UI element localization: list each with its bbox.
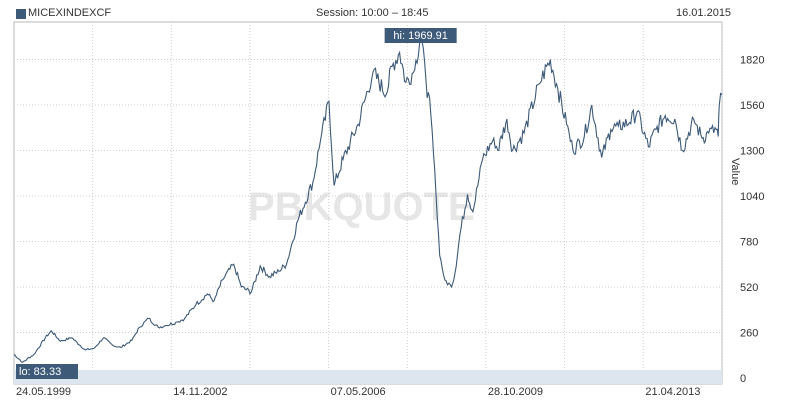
- lo-label-box: [16, 364, 78, 379]
- y-tick-label: 1560: [740, 100, 764, 112]
- y-tick-label: 520: [740, 282, 758, 294]
- y-tick-label: 260: [740, 328, 758, 340]
- hi-label-box: [384, 28, 457, 43]
- hi-label: hi: 1969.91: [393, 30, 447, 42]
- series-layer: [13, 33, 723, 363]
- y-tick-label: 780: [740, 237, 758, 249]
- y-tick-label: 1300: [740, 146, 764, 158]
- session-label: Session: 10:00 – 18:45: [316, 7, 429, 19]
- y-tick-label: 1820: [740, 55, 764, 67]
- axis-layer: 0 260 520 780 1040 1300 1560 1820 24.05.1999 14.1…: [14, 55, 764, 398]
- x-tick-label: 14.11.2002: [173, 386, 227, 398]
- lo-label: lo: 83.33: [19, 366, 61, 378]
- chart-header: MICEXINDEXCF Session: 10:00 – 18:45 16.0…: [0, 0, 800, 24]
- date-label: 16.01.2015: [676, 7, 732, 19]
- y-axis-title: Value: [729, 158, 741, 185]
- series-line-micexindexcf: [13, 33, 723, 363]
- x-tick-label: 24.05.1999: [16, 386, 71, 398]
- x-axis-band: [14, 370, 722, 384]
- legend-label: MICEXINDEXCF: [28, 7, 112, 19]
- x-tick-label: 07.05.2006: [331, 386, 386, 398]
- grid-lines: [14, 22, 723, 370]
- annotation-layer: hi: 1969.91 lo: 83.33: [16, 28, 457, 379]
- watermark-text: PBKQUOTE: [248, 185, 475, 229]
- x-tick-label: 21.04.2013: [645, 386, 700, 398]
- x-tick-label: 28.10.2009: [488, 386, 543, 398]
- legend-swatch: [16, 9, 26, 19]
- y-tick-label: 0: [740, 373, 746, 385]
- y-tick-label: 1040: [740, 191, 764, 203]
